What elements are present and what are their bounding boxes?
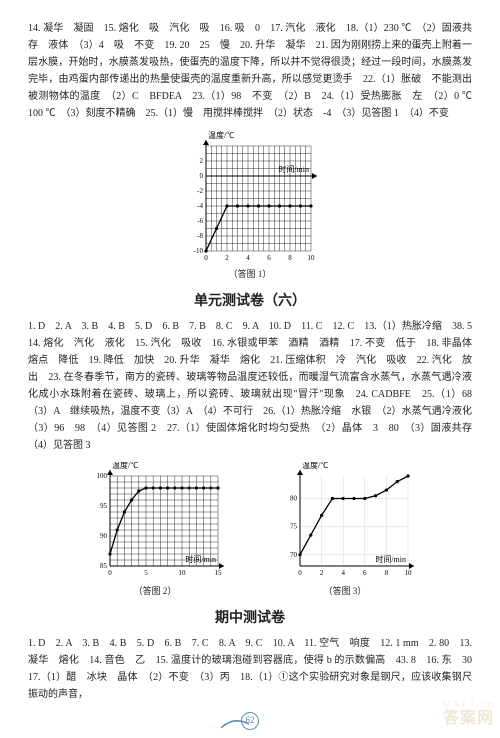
svg-text:85: 85 <box>100 562 108 570</box>
svg-text:8: 8 <box>385 569 389 577</box>
answer-block-1: 14. 凝华 凝固 15. 熔化 吸 汽化 吸 16. 吸 0 17. 汽化 液… <box>28 20 472 122</box>
chart3-box: 0 2 4 6 8 10 70 75 80 温度/℃ 时间/min （答图 3） <box>270 462 420 599</box>
chart2-box: 0 5 10 15 85 90 95 100 温度/℃ 时间/min （答图 2） <box>80 462 230 599</box>
watermark-text: 答案网 <box>443 705 494 732</box>
svg-text:-10: -10 <box>193 247 203 255</box>
chart1-row: 0 2 4 6 8 10 -10 -8 -6 -4 -2 0 2 温度/℃ 时间/min （答图 1） <box>28 130 472 282</box>
answer-block-2: 1. D 2. A 3. B 4. B 5. D 6. B 7. B 8. C … <box>28 318 472 454</box>
chart3-caption: （答图 3） <box>324 584 367 599</box>
svg-text:0: 0 <box>298 569 302 577</box>
chart1-caption: （答图 1） <box>229 267 272 282</box>
midterm-title: 期中测试卷 <box>28 607 472 631</box>
svg-text:温度/℃: 温度/℃ <box>302 462 328 470</box>
svg-text:4: 4 <box>246 254 250 262</box>
svg-text:温度/℃: 温度/℃ <box>112 462 138 470</box>
svg-text:-8: -8 <box>197 232 203 240</box>
svg-text:2: 2 <box>320 569 324 577</box>
svg-text:10: 10 <box>179 569 187 577</box>
svg-text:8: 8 <box>288 254 292 262</box>
svg-text:-2: -2 <box>197 187 203 195</box>
svg-text:80: 80 <box>290 495 298 503</box>
chart23-row: 0 5 10 15 85 90 95 100 温度/℃ 时间/min （答图 2） 0 2 4 6 8 10… <box>28 462 472 599</box>
svg-text:0: 0 <box>108 569 112 577</box>
svg-text:0: 0 <box>204 254 208 262</box>
svg-text:4: 4 <box>341 569 345 577</box>
svg-text:75: 75 <box>290 523 298 531</box>
svg-text:时间/min: 时间/min <box>185 554 216 564</box>
svg-text:0: 0 <box>199 172 203 180</box>
chart2-caption: （答图 2） <box>134 584 177 599</box>
section-6-title: 单元测试卷（六） <box>28 290 472 314</box>
svg-text:-6: -6 <box>197 217 203 225</box>
svg-text:2: 2 <box>199 157 203 165</box>
svg-text:90: 90 <box>100 532 108 540</box>
svg-text:时间/min: 时间/min <box>278 164 309 174</box>
chart2-svg: 0 5 10 15 85 90 95 100 温度/℃ 时间/min <box>80 462 230 582</box>
page-swoosh-icon <box>221 718 251 730</box>
answer-block-3: 1. D 2. A 3. B 4. B 5. D 6. B 7. C 8. A … <box>28 635 472 703</box>
svg-text:时间/min: 时间/min <box>375 554 406 564</box>
chart1-box: 0 2 4 6 8 10 -10 -8 -6 -4 -2 0 2 温度/℃ 时间/min （答图 1） <box>178 130 323 282</box>
svg-text:10: 10 <box>307 254 315 262</box>
svg-text:2: 2 <box>225 254 229 262</box>
chart3-svg: 0 2 4 6 8 10 70 75 80 温度/℃ 时间/min <box>270 462 420 582</box>
svg-text:6: 6 <box>267 254 271 262</box>
svg-text:5: 5 <box>144 569 148 577</box>
svg-text:-4: -4 <box>197 202 203 210</box>
svg-text:95: 95 <box>100 502 108 510</box>
svg-text:100: 100 <box>97 472 108 480</box>
svg-text:15: 15 <box>215 569 223 577</box>
svg-text:6: 6 <box>363 569 367 577</box>
chart1-svg: 0 2 4 6 8 10 -10 -8 -6 -4 -2 0 2 温度/℃ 时间/min <box>178 130 323 265</box>
page-number: 62 <box>241 712 259 730</box>
svg-text:70: 70 <box>290 551 298 559</box>
svg-text:温度/℃: 温度/℃ <box>208 130 234 140</box>
svg-text:10: 10 <box>405 569 413 577</box>
